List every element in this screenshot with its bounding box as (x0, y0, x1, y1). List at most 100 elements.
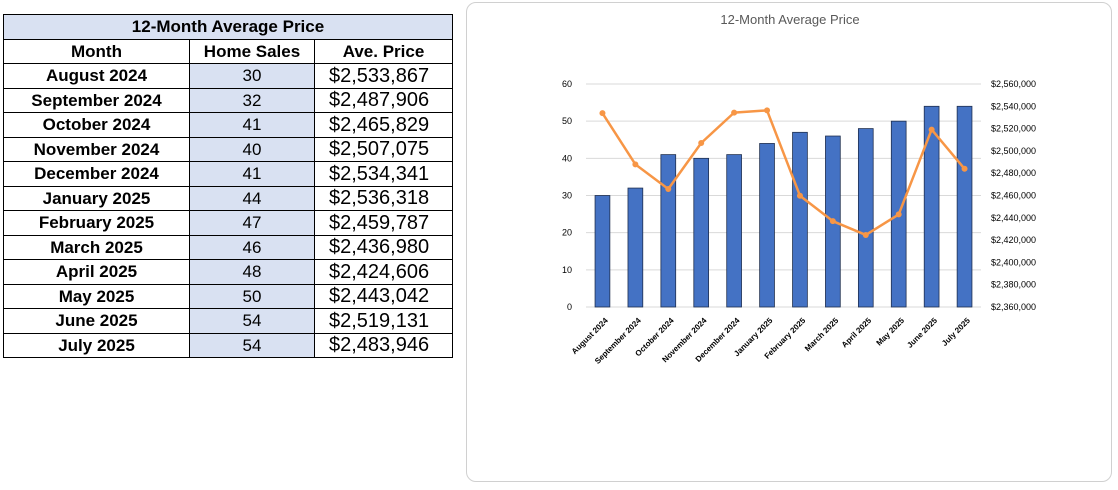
y-left-tick-label: 0 (567, 302, 572, 312)
y-left-tick-label: 10 (562, 265, 572, 275)
price-point (829, 218, 836, 225)
month-cell: April 2025 (3, 259, 190, 285)
price-cell: $2,534,341 (314, 161, 453, 187)
price-line (601, 109, 966, 237)
price-header: Ave. Price (314, 38, 453, 64)
month-cell: December 2024 (3, 161, 190, 187)
price-cell: $2,507,075 (314, 136, 453, 162)
sales-cell: 30 (189, 63, 315, 89)
month-cell: August 2024 (3, 63, 190, 89)
sales-cell: 40 (189, 136, 315, 162)
chart-card: 12-Month Average Price 0 10 20 30 40 50 60 $2,3… (466, 2, 1112, 482)
bar (660, 154, 677, 308)
table-title: 12-Month Average Price (3, 14, 453, 40)
sales-cell: 41 (189, 112, 315, 138)
sales-cell: 44 (189, 185, 315, 211)
y-left-tick-label: 50 (562, 116, 572, 126)
month-cell: March 2025 (3, 234, 190, 260)
bar (857, 128, 874, 308)
month-cell: September 2024 (3, 87, 190, 113)
price-cell: $2,519,131 (314, 308, 453, 334)
y-right-tick-label: $2,480,000 (991, 168, 1036, 178)
sales-cell: 54 (189, 332, 315, 358)
month-cell: May 2025 (3, 283, 190, 309)
month-cell: June 2025 (3, 308, 190, 334)
price-cell: $2,424,606 (314, 259, 453, 285)
combo-chart: 12-Month Average Price 0 10 20 30 40 50 60 $2,3… (562, 12, 1036, 366)
price-cell: $2,533,867 (314, 63, 453, 89)
table-row: December 2024 41 $2,534,341 (3, 161, 453, 187)
price-point (961, 165, 968, 172)
price-point (862, 231, 869, 238)
price-cell: $2,483,946 (314, 332, 453, 358)
y-right-tick-label: $2,400,000 (991, 257, 1036, 267)
price-cell: $2,436,980 (314, 234, 453, 260)
price-point (698, 140, 705, 147)
table-row: March 2025 46 $2,436,980 (3, 234, 453, 260)
table-row: February 2025 47 $2,459,787 (3, 210, 453, 236)
month-cell: January 2025 (3, 185, 190, 211)
price-point (665, 186, 672, 193)
price-cell: $2,487,906 (314, 87, 453, 113)
month-cell: November 2024 (3, 136, 190, 162)
y-right-tick-label: $2,440,000 (991, 213, 1036, 223)
x-tick-label: March 2025 (803, 316, 841, 354)
line-layer (599, 107, 968, 238)
price-point (731, 109, 738, 116)
y-left-tick-label: 40 (562, 153, 572, 163)
y-right-tick-label: $2,420,000 (991, 235, 1036, 245)
sales-cell: 32 (189, 87, 315, 113)
sales-cell: 50 (189, 283, 315, 309)
x-tick-label: April 2025 (840, 316, 874, 350)
sales-cell: 48 (189, 259, 315, 285)
y-right-tick-label: $2,520,000 (991, 124, 1036, 134)
month-cell: July 2025 (3, 332, 190, 358)
price-point (632, 161, 639, 168)
y-left-tick-label: 20 (562, 228, 572, 238)
grid-layer (586, 83, 981, 308)
y-right-tick-label: $2,460,000 (991, 191, 1036, 201)
sales-cell: 46 (189, 234, 315, 260)
price-point (928, 126, 935, 133)
y-right-tick-label: $2,540,000 (991, 101, 1036, 111)
x-tick-label: May 2025 (875, 316, 907, 348)
price-point (796, 192, 803, 199)
y-left-tick-label: 60 (562, 79, 572, 89)
x-tick-label: June 2025 (905, 316, 939, 350)
y-left-tick-label: 30 (562, 191, 572, 201)
price-cell: $2,459,787 (314, 210, 453, 236)
y-right-tick-label: $2,560,000 (991, 79, 1036, 89)
price-table: 12-Month Average Price Month Home Sales … (3, 14, 453, 358)
month-cell: February 2025 (3, 210, 190, 236)
x-tick-label: July 2025 (940, 316, 972, 348)
table-row: November 2024 40 $2,507,075 (3, 136, 453, 162)
table-row: May 2025 50 $2,443,042 (3, 283, 453, 309)
table-row: July 2025 54 $2,483,946 (3, 332, 453, 358)
bar (956, 105, 973, 308)
price-cell: $2,536,318 (314, 185, 453, 211)
table-row: June 2025 54 $2,519,131 (3, 308, 453, 334)
table-body: August 2024 30 $2,533,867 September 2024 32 $… (3, 63, 453, 358)
table-row: October 2024 41 $2,465,829 (3, 112, 453, 138)
bar (594, 195, 611, 308)
bar (693, 157, 710, 308)
bar-layer (594, 105, 973, 308)
price-point (895, 211, 902, 218)
month-header: Month (3, 38, 190, 64)
y-right-tick-label: $2,360,000 (991, 302, 1036, 312)
bar (759, 143, 775, 308)
price-point (599, 110, 606, 117)
table-row: September 2024 32 $2,487,906 (3, 87, 453, 113)
bar (792, 131, 808, 308)
table-row: January 2025 44 $2,536,318 (3, 185, 453, 211)
bar (627, 187, 644, 308)
price-cell: $2,465,829 (314, 112, 453, 138)
sales-cell: 54 (189, 308, 315, 334)
sales-cell: 41 (189, 161, 315, 187)
price-point (764, 107, 771, 114)
y-right-tick-label: $2,500,000 (991, 146, 1036, 156)
sales-header: Home Sales (189, 38, 315, 64)
month-cell: October 2024 (3, 112, 190, 138)
table-row: April 2025 48 $2,424,606 (3, 259, 453, 285)
bar (923, 105, 940, 308)
